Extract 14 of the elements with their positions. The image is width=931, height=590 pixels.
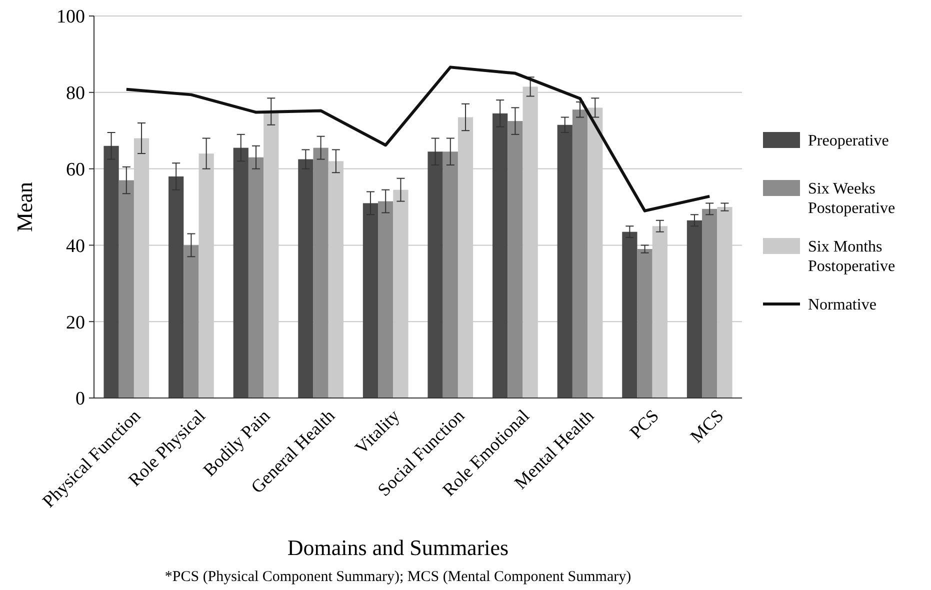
y-tick-label: 20 — [66, 312, 85, 334]
y-tick-label: 100 — [56, 6, 85, 28]
legend-label: Six Weeks Postoperative — [808, 180, 896, 217]
y-axis-title: Mean — [12, 182, 37, 232]
x-tick-label: PCS — [626, 406, 663, 442]
text: *PCS (Physical Component Summary); MCS (Mental Component Summary) — [164, 569, 632, 585]
legend-label: Six Months Postoperative — [808, 238, 896, 275]
y-tick-label: 40 — [66, 236, 85, 257]
y-tick-label: 80 — [66, 83, 85, 104]
y-tick-label: 60 — [66, 159, 85, 180]
legend-label: Preoperative — [808, 132, 889, 150]
x-axis-title: Domains and Summaries — [287, 535, 509, 560]
y-tick-label: 0 — [76, 388, 85, 410]
legend-label: Normative — [808, 296, 876, 314]
